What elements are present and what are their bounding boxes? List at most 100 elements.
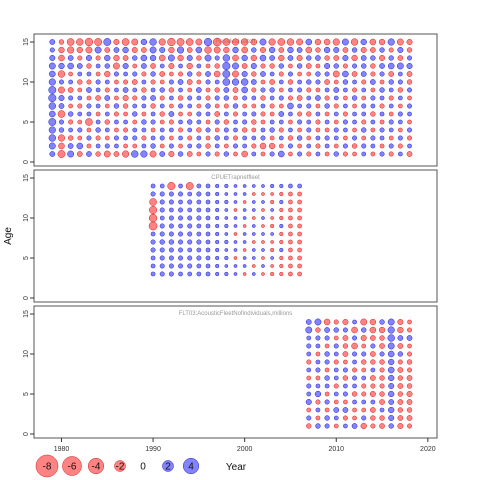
- residual-bubble: [86, 103, 92, 109]
- residual-bubble: [370, 103, 376, 109]
- residual-bubble: [269, 79, 275, 85]
- residual-bubble: [260, 135, 266, 141]
- residual-bubble: [77, 55, 83, 61]
- residual-bubble: [278, 47, 285, 53]
- residual-bubble: [159, 103, 165, 109]
- residual-bubble: [104, 87, 110, 93]
- residual-bubble: [104, 63, 110, 69]
- residual-bubble: [196, 87, 202, 93]
- residual-bubble: [297, 207, 302, 213]
- residual-bubble: [251, 151, 257, 157]
- residual-bubble: [332, 38, 340, 46]
- residual-bubble: [149, 46, 157, 54]
- residual-bubble: [178, 271, 183, 277]
- residual-bubble: [315, 327, 321, 333]
- residual-bubble: [178, 103, 184, 109]
- residual-bubble: [242, 224, 247, 228]
- residual-bubble: [251, 111, 257, 117]
- residual-bubble: [233, 248, 238, 252]
- residual-bubble: [48, 134, 56, 142]
- residual-bubble: [196, 71, 202, 77]
- residual-bubble: [48, 102, 56, 110]
- residual-bubble: [159, 223, 165, 229]
- legend-label: 0: [140, 462, 146, 473]
- residual-bubble: [141, 135, 147, 141]
- residual-bubble: [150, 71, 156, 77]
- residual-bubble: [196, 119, 202, 125]
- residual-bubble: [104, 79, 110, 85]
- residual-bubble: [406, 391, 413, 397]
- residual-bubble: [342, 415, 348, 421]
- residual-bubble: [397, 326, 404, 334]
- residual-bubble: [270, 192, 274, 196]
- residual-bubble: [131, 79, 138, 85]
- residual-bubble: [397, 407, 404, 413]
- residual-bubble: [242, 208, 247, 212]
- residual-bubble: [333, 151, 339, 157]
- residual-bubble: [407, 319, 412, 325]
- residual-bubble: [351, 391, 358, 397]
- residual-bubble: [103, 150, 111, 158]
- residual-bubble: [333, 327, 339, 333]
- residual-bubble: [233, 151, 238, 157]
- residual-bubble: [342, 143, 348, 149]
- residual-bubble: [333, 359, 339, 365]
- residual-bubble: [297, 191, 302, 197]
- residual-bubble: [187, 87, 193, 93]
- residual-bubble: [86, 71, 92, 77]
- residual-bubble: [242, 216, 247, 220]
- residual-bubble: [261, 216, 265, 220]
- residual-bubble: [306, 79, 312, 85]
- residual-bubble: [187, 71, 193, 77]
- residual-bubble: [342, 335, 349, 341]
- residual-bubble: [287, 71, 293, 77]
- residual-bubble: [306, 407, 312, 413]
- residual-bubble: [187, 127, 193, 133]
- residual-bubble: [242, 240, 247, 244]
- residual-bubble: [270, 232, 274, 236]
- residual-bubble: [396, 62, 404, 70]
- residual-bubble: [324, 415, 330, 421]
- residual-bubble: [352, 319, 357, 325]
- residual-bubble: [86, 95, 92, 101]
- residual-bubble: [288, 239, 293, 245]
- residual-bubble: [57, 110, 66, 118]
- legend-bubble: [87, 457, 105, 475]
- residual-bubble: [361, 151, 367, 157]
- residual-bubble: [86, 63, 92, 69]
- residual-bubble: [159, 87, 165, 93]
- residual-bubble: [250, 79, 257, 85]
- residual-bubble: [360, 55, 367, 61]
- residual-bubble: [407, 143, 412, 149]
- residual-bubble: [49, 70, 56, 78]
- residual-bubble: [397, 383, 404, 389]
- residual-bubble: [121, 38, 130, 46]
- residual-bubble: [49, 151, 56, 157]
- residual-bubble: [241, 54, 248, 62]
- residual-bubble: [242, 135, 247, 141]
- residual-bubble: [186, 55, 193, 61]
- y-tick-label: 15: [23, 310, 30, 318]
- residual-bubble: [315, 351, 321, 357]
- residual-bubble: [270, 240, 274, 244]
- residual-bubble: [158, 54, 166, 62]
- residual-bubble: [215, 255, 220, 261]
- residual-bubble: [95, 79, 101, 85]
- residual-bubble: [224, 264, 229, 268]
- y-tick-label: 10: [23, 214, 30, 222]
- residual-bubble: [150, 87, 156, 93]
- residual-bubble: [324, 343, 330, 349]
- residual-bubble: [149, 198, 157, 206]
- residual-bubble: [68, 79, 73, 85]
- residual-bubble: [185, 182, 194, 190]
- residual-bubble: [333, 55, 340, 61]
- residual-bubble: [215, 207, 220, 213]
- residual-bubble: [324, 119, 330, 125]
- residual-bubble: [297, 271, 302, 277]
- residual-bubble: [279, 199, 284, 205]
- residual-bubble: [169, 135, 174, 141]
- residual-bubble: [48, 142, 56, 150]
- residual-bubble: [342, 79, 349, 85]
- residual-bubble: [370, 151, 376, 157]
- residual-bubble: [195, 46, 203, 54]
